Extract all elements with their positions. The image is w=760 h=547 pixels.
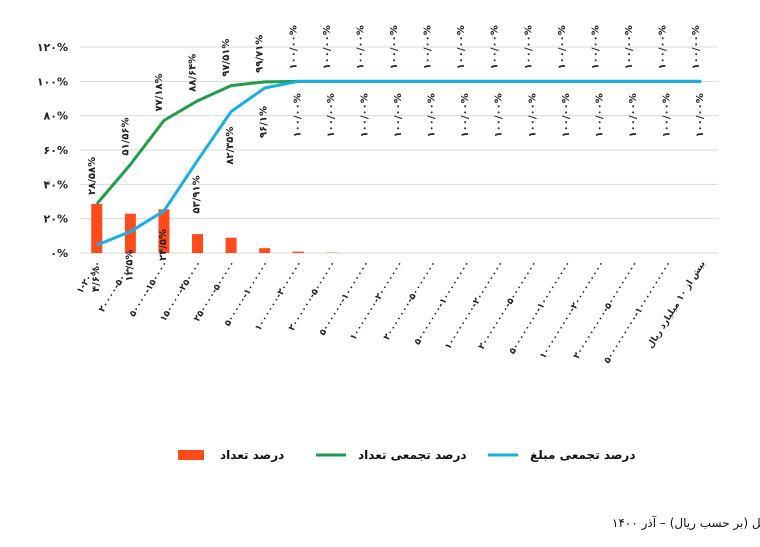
- data-label: ۱۰۰/۰۰%: [662, 93, 673, 137]
- data-label: ۱۰۰/۰۰%: [624, 25, 635, 69]
- x-tick-label: ۱۰۰۰۰۰۰۰۰-۲۰۰۰۰۰۰۰۰: [443, 259, 506, 351]
- y-tick-label: ۸۰%: [44, 110, 68, 123]
- data-label: ۱۰۰/۰۰%: [359, 93, 370, 137]
- x-tick-label: ۵۰۰۰۰۰۰۰۰۰-۱۰۰۰۰۰۰۰۰۰۰: [603, 259, 675, 365]
- data-label: ۲۴/۵%: [158, 229, 169, 261]
- bar: [192, 234, 204, 253]
- series-line: [96, 79, 702, 247]
- data-labels: ۲۸/۵۸% ۵۱/۵۶% ۷۷/۱۸% ۸۸/۶۴% ۹۷/۵۱% ۹۹/۷۱% ۱۰۰/…: [87, 25, 706, 292]
- data-label: ۱۰۰/۰۰%: [494, 93, 505, 137]
- x-tick-label: ۱۰۰۰۰۰۰۰۰۰-۲۰۰۰۰۰۰۰۰۰: [538, 259, 607, 361]
- data-label: ۸۲/۳۵%: [225, 127, 236, 165]
- figure-caption: شکل ۲–۱۵ دامنه مبلغی تراکنش‌های ابزار پذ…: [612, 515, 760, 531]
- data-label: ۷۷/۱۸%: [154, 73, 165, 111]
- x-tick-label: ۵۰۰۰۰۰۰۰۰-۱۰۰۰۰۰۰۰۰۰: [508, 259, 574, 356]
- bar: [259, 248, 271, 253]
- y-axis-ticks: ۰% ۲۰% ۴۰% ۶۰% ۸۰% ۱۰۰% ۱۲۰%: [37, 41, 68, 260]
- x-tick-label: ۲۰۰۰۰۰۰۰۰۰-۵۰۰۰۰۰۰۰۰۰: [572, 259, 641, 361]
- line-series: [95, 79, 702, 247]
- data-label: ۱۰۰/۰۰%: [561, 93, 572, 137]
- y-tick-label: ۲۰%: [44, 213, 68, 226]
- data-label: ۱۰۰/۰۰%: [393, 93, 404, 137]
- data-label: ۱۰۰/۰۰%: [557, 25, 568, 69]
- data-label: ۱۰۰/۰۰%: [695, 93, 706, 137]
- data-label: ۱۰۰/۰۰%: [389, 25, 400, 69]
- legend: درصد تعداد درصد تجمعی تعداد درصد تجمعی مبل…: [178, 448, 636, 462]
- data-label: ۱۰۰/۰۰%: [628, 93, 639, 137]
- bar: [91, 203, 103, 253]
- gridlines: [80, 46, 718, 254]
- data-label: ۱۰۰/۰۰%: [460, 93, 471, 137]
- data-label: ۱۰۰/۰۰%: [427, 93, 438, 137]
- bar: [158, 209, 170, 253]
- bar: [292, 251, 304, 253]
- bar: [124, 213, 136, 253]
- legend-label: درصد تجمعی مبلغ: [530, 448, 636, 462]
- data-label: ۵۳/۹۱%: [192, 175, 203, 213]
- data-label: ۱۰۰/۰۰%: [292, 93, 303, 137]
- legend-swatch: [178, 450, 204, 460]
- data-label: ۱۰۰/۰۰%: [691, 25, 702, 69]
- data-label: ۱۰۰/۰۰%: [423, 25, 434, 69]
- data-label: ۱۰۰/۰۰%: [523, 25, 534, 69]
- data-label: ۱۰۰/۰۰%: [527, 93, 538, 137]
- x-axis-ticks: ۱-۲۰۰۰۰۲۰۰۰۰-۵۰۰۰۰۵۰۰۰۰-۱۵۰۰۰۰۱۵۰۰۰۰-۲۵۰…: [75, 259, 707, 365]
- data-label: ۹۶/۱%: [259, 106, 270, 138]
- data-label: ۱۰۰/۰۰%: [322, 25, 333, 69]
- data-label: ۹۹/۷۱%: [255, 35, 266, 73]
- bar: [225, 237, 237, 253]
- y-tick-label: ۴۰%: [44, 178, 68, 191]
- data-label: ۱۰۰/۰۰%: [658, 25, 669, 69]
- legend-label: درصد تعداد: [220, 448, 284, 462]
- data-label: ۵۱/۵۶%: [120, 117, 131, 155]
- data-label: ۸۸/۶۴%: [188, 54, 199, 92]
- x-tick-label: بیش از ۱۰ میلیارد ریال: [646, 259, 708, 350]
- x-tick-label: ۲۰۰۰۰۰۰۰۰-۵۰۰۰۰۰۰۰۰: [477, 259, 540, 351]
- y-tick-label: ۰%: [50, 247, 68, 260]
- data-label: ۱۰۰/۰۰%: [355, 25, 366, 69]
- data-label: ۹۷/۵۱%: [221, 39, 232, 77]
- y-tick-label: ۱۲۰%: [37, 41, 68, 54]
- data-label: ۱۰۰/۰۰%: [288, 25, 299, 69]
- y-tick-label: ۱۰۰%: [37, 75, 68, 88]
- y-tick-label: ۶۰%: [44, 144, 68, 157]
- data-label: ۱۰۰/۰۰%: [594, 93, 605, 137]
- data-label: ۱۰۰/۰۰%: [326, 93, 337, 137]
- data-label: ۱۰۰/۰۰%: [590, 25, 601, 69]
- bar-series: [91, 203, 439, 253]
- data-label: ۱۲/۵%: [124, 250, 135, 282]
- data-label: ۱۰۰/۰۰%: [490, 25, 501, 69]
- legend-label: درصد تجمعی تعداد: [358, 448, 467, 462]
- data-label: ۴/۶%: [91, 266, 102, 292]
- data-label: ۱۰۰/۰۰%: [456, 25, 467, 69]
- data-label: ۲۸/۵۸%: [87, 157, 98, 195]
